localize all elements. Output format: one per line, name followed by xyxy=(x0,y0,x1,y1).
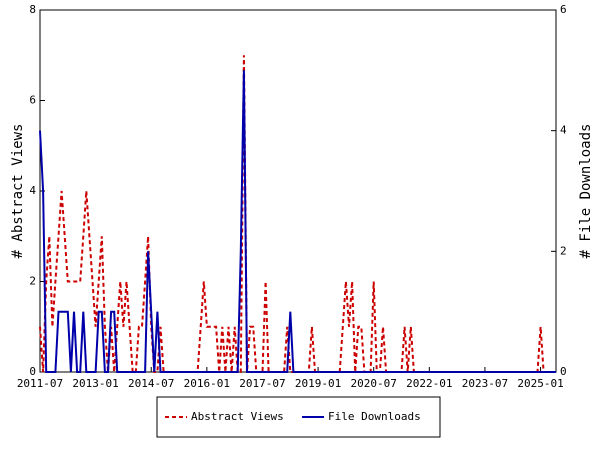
y2-tick-label: 6 xyxy=(560,3,567,16)
y2-tick-label: 2 xyxy=(560,244,567,257)
y2-tick-label: 0 xyxy=(560,365,567,378)
y2-tick-label: 4 xyxy=(560,124,567,137)
legend-label: Abstract Views xyxy=(191,410,284,423)
legend-box xyxy=(156,396,441,438)
y-axis-title: # Abstract Views xyxy=(10,124,26,259)
y-tick-label: 8 xyxy=(29,3,36,16)
series-line xyxy=(39,55,556,373)
y-tick-label: 0 xyxy=(29,365,36,378)
y-tick-label: 6 xyxy=(29,94,36,107)
x-tick-label: 2016-01 xyxy=(184,377,230,390)
x-tick-label: 2019-01 xyxy=(295,377,341,390)
x-tick-label: 2023-07 xyxy=(462,377,508,390)
x-tick-label: 2025-01 xyxy=(517,377,563,390)
x-tick-label: 2020-07 xyxy=(351,377,397,390)
y-tick-label: 2 xyxy=(29,275,36,288)
x-tick-label: 2022-01 xyxy=(406,377,452,390)
series-line xyxy=(39,70,556,373)
x-tick-label: 2013-01 xyxy=(72,377,118,390)
x-tick-label: 2017-07 xyxy=(239,377,285,390)
x-tick-label: 2011-07 xyxy=(17,377,63,390)
legend-label: File Downloads xyxy=(328,410,421,423)
y-tick-label: 4 xyxy=(29,184,36,197)
y2-axis-title: # File Downloads xyxy=(578,124,594,259)
x-tick-label: 2014-07 xyxy=(128,377,174,390)
